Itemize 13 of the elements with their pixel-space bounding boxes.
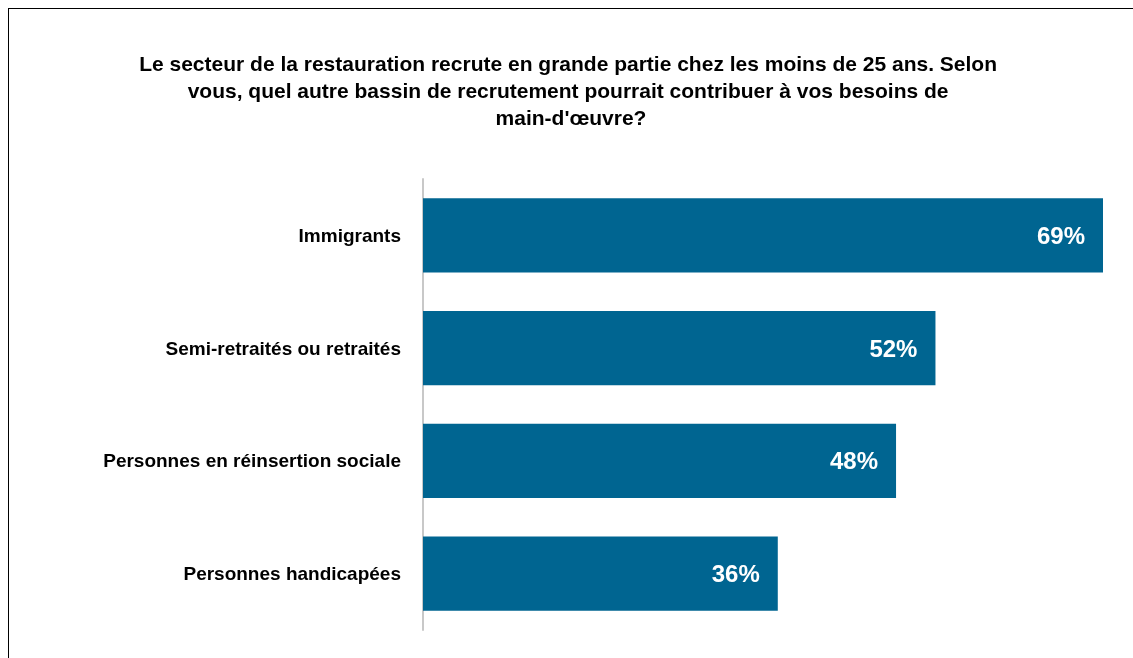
bar bbox=[423, 536, 778, 611]
chart-title: Le secteur de la restauration recrute en grande partie chez les moins de 25 ans. Selon vous, quel autre bassin de recrutement pourrait contribuer à vos besoins de main-d'œuvre? bbox=[139, 52, 1003, 129]
bar bbox=[423, 310, 936, 386]
data-label: 69% bbox=[1036, 221, 1085, 249]
bar bbox=[423, 423, 897, 499]
data-label: 48% bbox=[830, 447, 879, 475]
data-label: 36% bbox=[711, 560, 760, 588]
y-tick-label: Personnes en réinsertion sociale bbox=[103, 450, 401, 472]
bar bbox=[423, 198, 1103, 273]
data-label: 52% bbox=[869, 334, 918, 362]
y-tick-label: Immigrants bbox=[298, 224, 401, 246]
y-tick-label: Semi-retraités ou retraités bbox=[165, 337, 401, 359]
y-tick-label: Personnes handicapées bbox=[183, 563, 401, 585]
